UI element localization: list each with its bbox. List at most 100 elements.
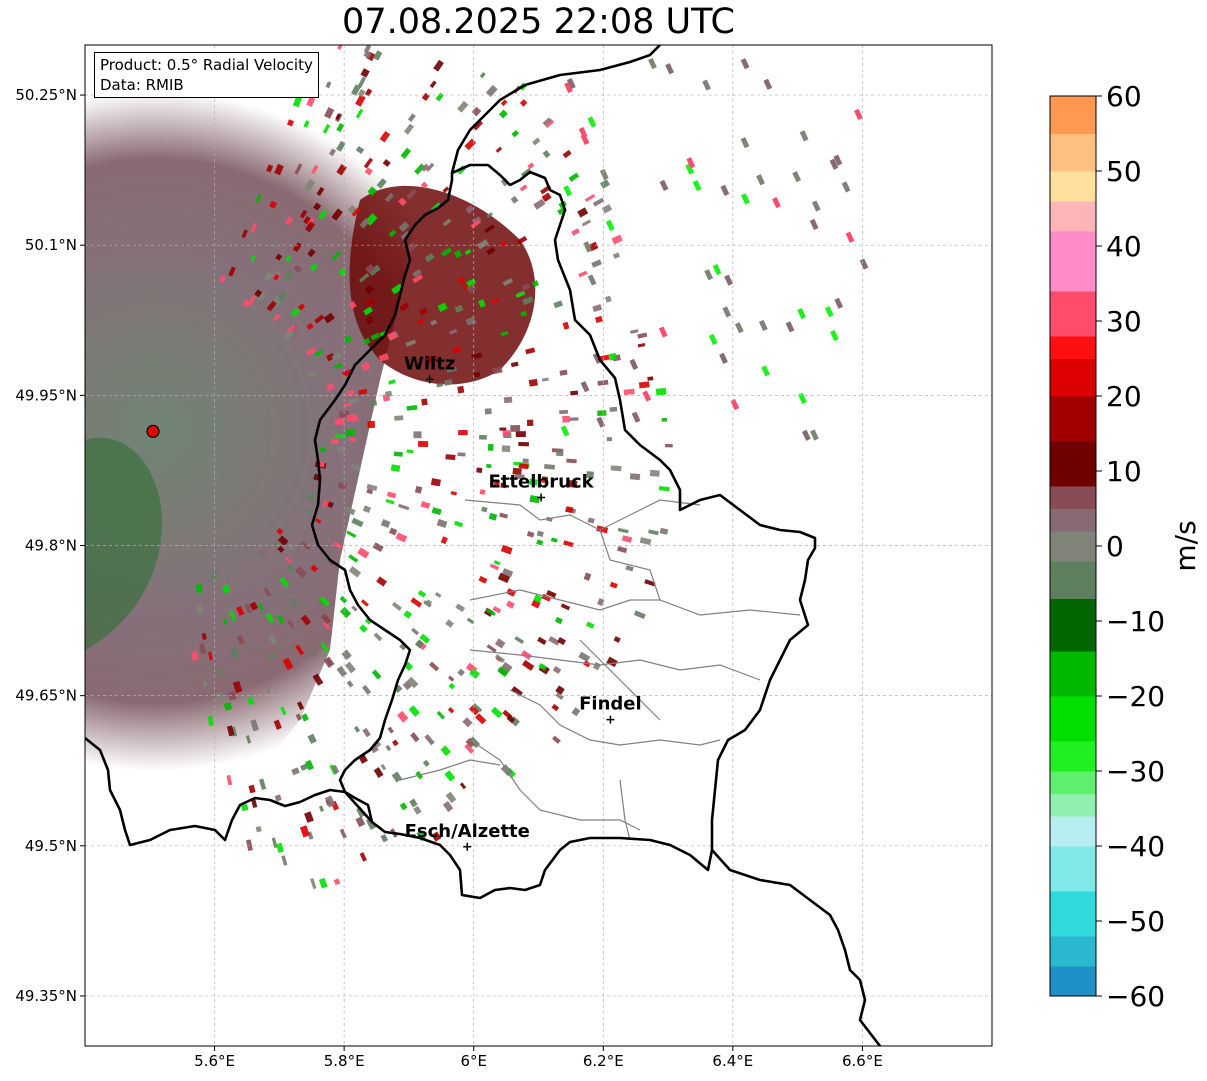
echo-speck (511, 129, 520, 138)
echo-speck (583, 241, 592, 253)
echo-speck (289, 333, 297, 341)
echo-speck (304, 178, 316, 192)
echo-speck (412, 269, 422, 278)
echo-speck (500, 544, 513, 555)
echo-speck (403, 123, 414, 135)
echo-speck (323, 312, 335, 324)
city-label: Esch/Alzette (405, 821, 530, 842)
echo-speck (756, 174, 765, 186)
echo-speck (477, 239, 489, 250)
echo-speck (587, 116, 597, 128)
echo-speck (599, 179, 611, 189)
echo-speck (306, 96, 316, 108)
echo-speck (348, 554, 359, 563)
echo-speck (605, 219, 615, 231)
echo-speck (225, 578, 231, 585)
echo-speck (560, 425, 570, 437)
echo-speck (336, 665, 348, 678)
echo-speck (834, 297, 844, 309)
echo-speck (500, 331, 509, 337)
echo-speck (387, 331, 398, 341)
echo-speck (295, 644, 305, 656)
echo-speck (493, 479, 501, 486)
city-label: Ettelbruck (489, 471, 595, 492)
echo-speck (413, 431, 422, 439)
echo-specks (191, 45, 869, 890)
echo-speck (515, 431, 526, 437)
echo-speck (361, 361, 371, 371)
echo-speck (559, 409, 569, 415)
echo-speck (522, 296, 534, 305)
echo-speck (550, 537, 558, 543)
echo-speck (532, 137, 541, 146)
echo-speck (544, 464, 555, 470)
echo-speck (347, 205, 357, 214)
echo-speck (267, 652, 276, 660)
echo-speck (346, 530, 357, 538)
colorbar-band (1050, 486, 1096, 509)
echo-speck (236, 634, 245, 645)
echo-speck (300, 614, 312, 626)
colorbar-tick-label: 20 (1106, 380, 1142, 413)
echo-speck (424, 252, 435, 263)
echo-speck (658, 326, 668, 338)
echo-speck (355, 108, 364, 119)
echo-speck (633, 610, 646, 619)
colorbar-band (1050, 793, 1096, 817)
echo-speck (380, 833, 389, 843)
colorbar-band (1050, 531, 1096, 562)
echo-speck (319, 447, 326, 453)
echo-speck (269, 200, 278, 209)
echo-speck (403, 610, 413, 619)
echo-speck (382, 158, 391, 167)
echo-speck (510, 195, 519, 204)
echo-speck (277, 545, 285, 553)
echo-speck (310, 564, 318, 573)
echo-speck (420, 501, 431, 509)
echo-speck (364, 297, 376, 308)
echo-speck (797, 307, 806, 320)
echo-speck (339, 828, 347, 839)
echo-speck (391, 601, 402, 611)
echo-speck (611, 234, 623, 245)
echo-speck (400, 147, 412, 159)
echo-speck (525, 347, 536, 355)
echo-speck (487, 444, 494, 451)
echo-speck (344, 661, 356, 674)
france-belgium-border (85, 736, 373, 847)
echo-speck (599, 168, 609, 181)
echo-speck (475, 713, 487, 725)
echo-speck (300, 540, 311, 551)
echo-speck (446, 366, 457, 373)
colorbar-band (1050, 598, 1096, 652)
echo-speck (373, 50, 383, 61)
echo-speck (469, 668, 480, 679)
echo-speck (464, 248, 472, 256)
echo-speck (492, 366, 503, 375)
echo-speck (408, 705, 420, 717)
colorbar-band (1050, 741, 1096, 772)
echo-speck (528, 378, 538, 387)
echo-speck (498, 109, 508, 119)
echo-speck (365, 817, 377, 830)
echo-speck (522, 458, 529, 464)
echo-speck (245, 839, 253, 851)
echo-speck (350, 84, 361, 96)
echo-speck (346, 414, 358, 422)
echo-speck (488, 512, 498, 521)
echo-speck (740, 137, 750, 149)
echo-speck (249, 601, 259, 611)
colorbar-band (1050, 561, 1096, 599)
germany-belgium-border (450, 45, 661, 174)
echo-speck (355, 816, 366, 828)
echo-speck (414, 485, 423, 494)
colorbar-label: m/s (1169, 520, 1202, 571)
echo-speck (356, 806, 365, 818)
echo-speck (364, 284, 375, 295)
echo-speck (303, 120, 310, 128)
echo-speck (370, 332, 380, 341)
echo-speck (394, 684, 403, 693)
echo-speck (338, 267, 347, 277)
echo-speck (465, 205, 475, 214)
echo-speck (304, 811, 314, 823)
